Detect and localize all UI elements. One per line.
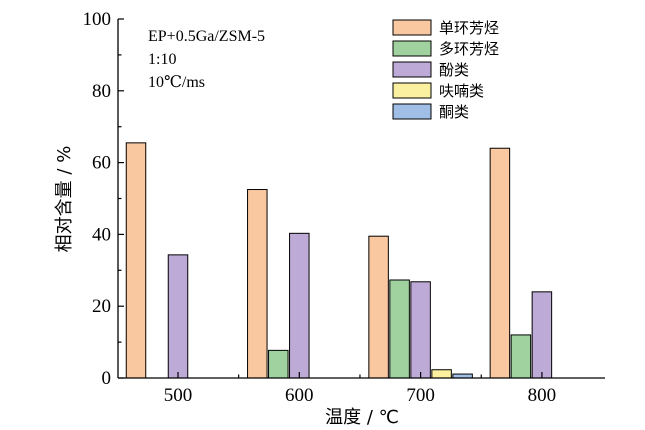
- y-tick-label-40: 40: [92, 224, 111, 245]
- bar-800-series-1: [510, 334, 532, 379]
- bar-600-series-1: [268, 349, 289, 379]
- legend-swatch-0: [392, 19, 432, 36]
- bar-800-series-0: [489, 147, 511, 379]
- legend-swatch-3: [392, 82, 432, 99]
- y-tick-label-100: 100: [83, 9, 112, 30]
- legend-label-0: 单环芳烃: [439, 19, 499, 37]
- x-axis-title: 温度 / ℃: [325, 407, 399, 428]
- bar-700-series-0: [368, 235, 389, 379]
- annotation-heating-rate: 10℃/ms: [148, 74, 205, 91]
- x-tick-label-700: 700: [406, 385, 435, 406]
- bar-700-series-3: [431, 369, 452, 379]
- y-tick-label-80: 80: [92, 81, 111, 102]
- legend-label-3: 呋喃类: [439, 82, 484, 100]
- annotation-catalyst: EP+0.5Ga/ZSM-5: [148, 28, 265, 45]
- bar-500-series-0: [125, 142, 147, 379]
- legend-swatch-2: [392, 61, 432, 78]
- bar-500-series-2: [167, 254, 189, 379]
- x-tick-label-600: 600: [285, 385, 314, 406]
- legend-label-2: 酚类: [439, 61, 469, 79]
- y-tick-label-60: 60: [92, 153, 111, 174]
- legend-swatch-1: [392, 40, 432, 57]
- y-tick-label-20: 20: [92, 296, 111, 317]
- x-tick-label-800: 800: [528, 385, 557, 406]
- y-tick-label-0: 0: [102, 368, 112, 389]
- legend-swatch-4: [392, 103, 432, 120]
- bar-600-series-0: [247, 189, 268, 379]
- bar-700-series-1: [389, 279, 410, 379]
- bar-800-series-2: [531, 291, 553, 379]
- legend-label-1: 多环芳烃: [439, 40, 499, 58]
- x-tick-label-500: 500: [164, 385, 193, 406]
- y-axis-title: 相对含量 / %: [54, 146, 75, 253]
- annotation-ratio: 1:10: [148, 51, 176, 68]
- bar-600-series-2: [289, 232, 310, 379]
- legend-label-4: 酮类: [439, 103, 469, 121]
- bar-700-series-2: [410, 281, 431, 379]
